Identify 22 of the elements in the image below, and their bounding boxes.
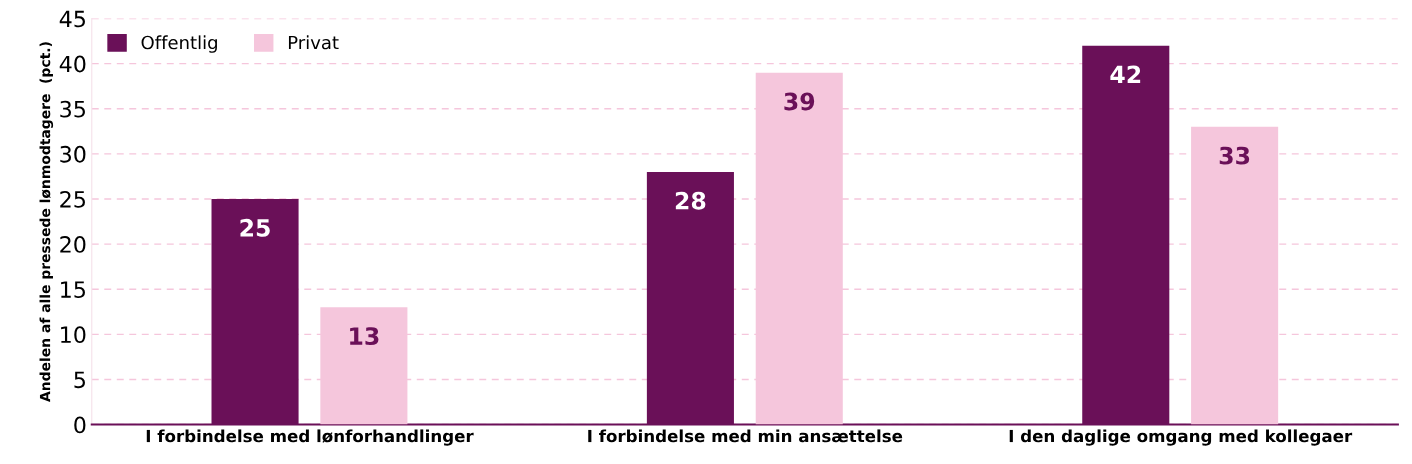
y-tick-label: 35: [60, 100, 85, 118]
x-tick-label: I den daglige omgang med kollegaer: [1009, 429, 1353, 446]
legend-label: Offentlig: [141, 35, 217, 53]
y-tick-label: 45: [59, 10, 85, 28]
y-tick-label: 0: [74, 416, 86, 434]
legend-label: Privat: [288, 35, 339, 50]
data-label: 39: [784, 92, 815, 111]
y-tick-label: 5: [74, 371, 85, 389]
y-tick-label: 15: [61, 281, 85, 298]
data-label: 13: [350, 327, 379, 345]
x-tick-label: I forbindelse med min ansættelse: [588, 429, 903, 443]
y-tick-label: 20: [60, 236, 86, 253]
x-tick-label: I forbindelse med lønforhandlinger: [146, 429, 474, 446]
y-tick-label: 10: [61, 326, 86, 344]
y-axis-title: Andelen af alle pressede lønmodtagere (pct.): [39, 42, 54, 402]
data-label: 28: [675, 191, 706, 210]
y-tick-label: 25: [60, 190, 85, 208]
data-label: 33: [1219, 146, 1250, 165]
data-label: 42: [1110, 65, 1141, 84]
y-tick-label: 30: [60, 145, 86, 163]
data-label: 25: [240, 218, 270, 237]
y-tick-label: 40: [59, 55, 86, 73]
